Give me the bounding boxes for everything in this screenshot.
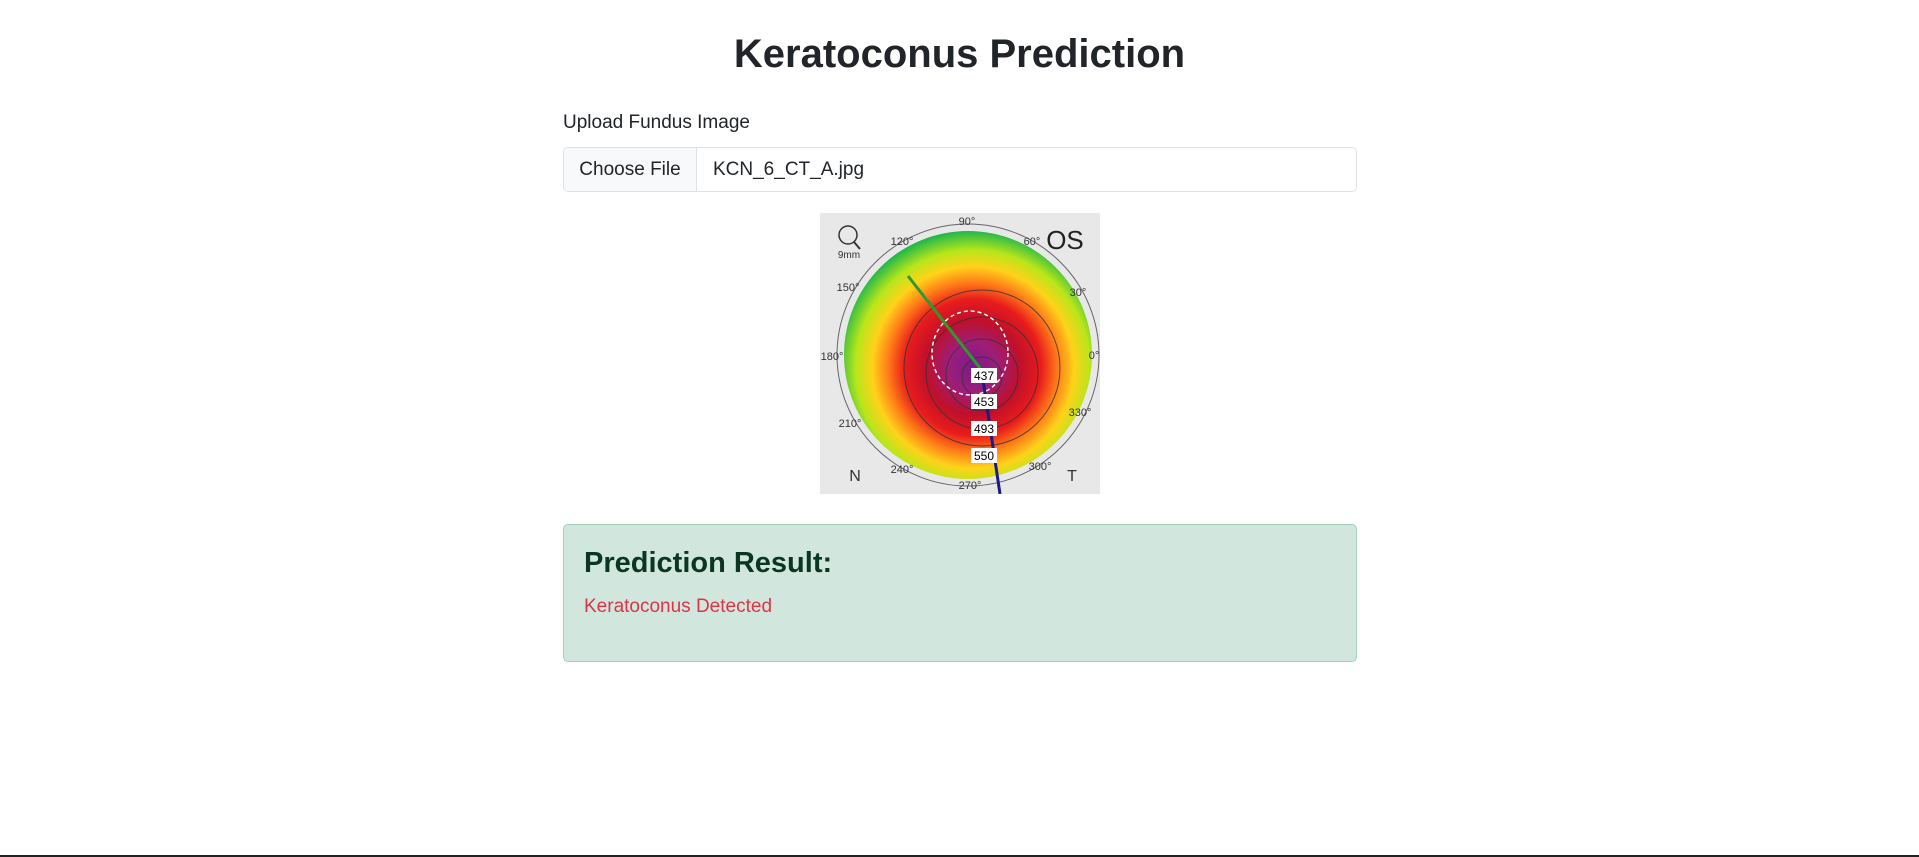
- angle-label: 120°: [891, 236, 914, 248]
- nasal-label: N: [849, 468, 861, 485]
- angle-label: 270°: [959, 480, 982, 492]
- angle-label: 90°: [959, 216, 976, 228]
- angle-label: 30°: [1070, 287, 1087, 299]
- thickness-value: 437: [974, 369, 994, 383]
- angle-label: 330°: [1069, 407, 1092, 419]
- angle-label: 210°: [839, 418, 862, 430]
- angle-label: 0°: [1089, 350, 1100, 362]
- selected-file-name: KCN_6_CT_A.jpg: [713, 158, 865, 180]
- zoom-label: 9mm: [838, 250, 860, 261]
- angle-label: 240°: [891, 464, 914, 476]
- angle-label: 300°: [1029, 461, 1052, 473]
- upload-label: Upload Fundus Image: [563, 112, 750, 133]
- thickness-value: 550: [974, 449, 994, 463]
- page-title: Keratoconus Prediction: [733, 32, 1186, 76]
- file-input[interactable]: Choose File KCN_6_CT_A.jpg: [563, 147, 1357, 192]
- temporal-label: T: [1067, 468, 1077, 485]
- bottom-border: [0, 855, 1919, 857]
- result-heading: Prediction Result:: [584, 547, 833, 579]
- uploaded-image-preview: 437 453 493 550 90° 60° 30° 0° 330° 300°…: [820, 213, 1100, 494]
- prediction-result-panel: Prediction Result: Keratoconus Detected: [563, 524, 1357, 662]
- magnifier-icon: [838, 225, 861, 250]
- eye-label: OS: [1046, 225, 1084, 255]
- corneal-map-image: 437 453 493 550 90° 60° 30° 0° 330° 300°…: [820, 213, 1100, 494]
- result-text: Keratoconus Detected: [584, 596, 773, 617]
- angle-label: 60°: [1024, 236, 1041, 248]
- choose-file-button[interactable]: Choose File: [564, 148, 697, 191]
- thickness-labels: 437 453 493 550: [971, 368, 997, 463]
- thickness-value: 453: [974, 395, 994, 409]
- angle-label: 150°: [837, 282, 860, 294]
- angle-label: 180°: [821, 351, 844, 363]
- thickness-value: 493: [974, 422, 994, 436]
